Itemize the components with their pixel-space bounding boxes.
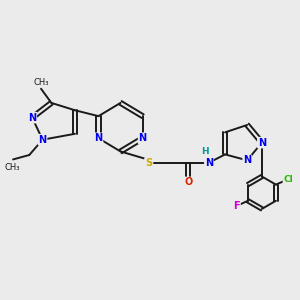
- Text: N: N: [243, 155, 251, 165]
- Text: N: N: [38, 135, 46, 145]
- Text: N: N: [258, 138, 266, 148]
- Text: CH₃: CH₃: [4, 163, 20, 172]
- Text: O: O: [184, 177, 192, 188]
- Text: N: N: [205, 158, 213, 168]
- Text: H: H: [201, 147, 208, 156]
- Text: F: F: [233, 201, 240, 211]
- Text: CH₃: CH₃: [33, 78, 49, 87]
- Text: N: N: [139, 133, 147, 143]
- Text: N: N: [28, 112, 36, 123]
- Text: N: N: [94, 133, 103, 143]
- Text: S: S: [145, 158, 152, 168]
- Text: Cl: Cl: [284, 175, 293, 184]
